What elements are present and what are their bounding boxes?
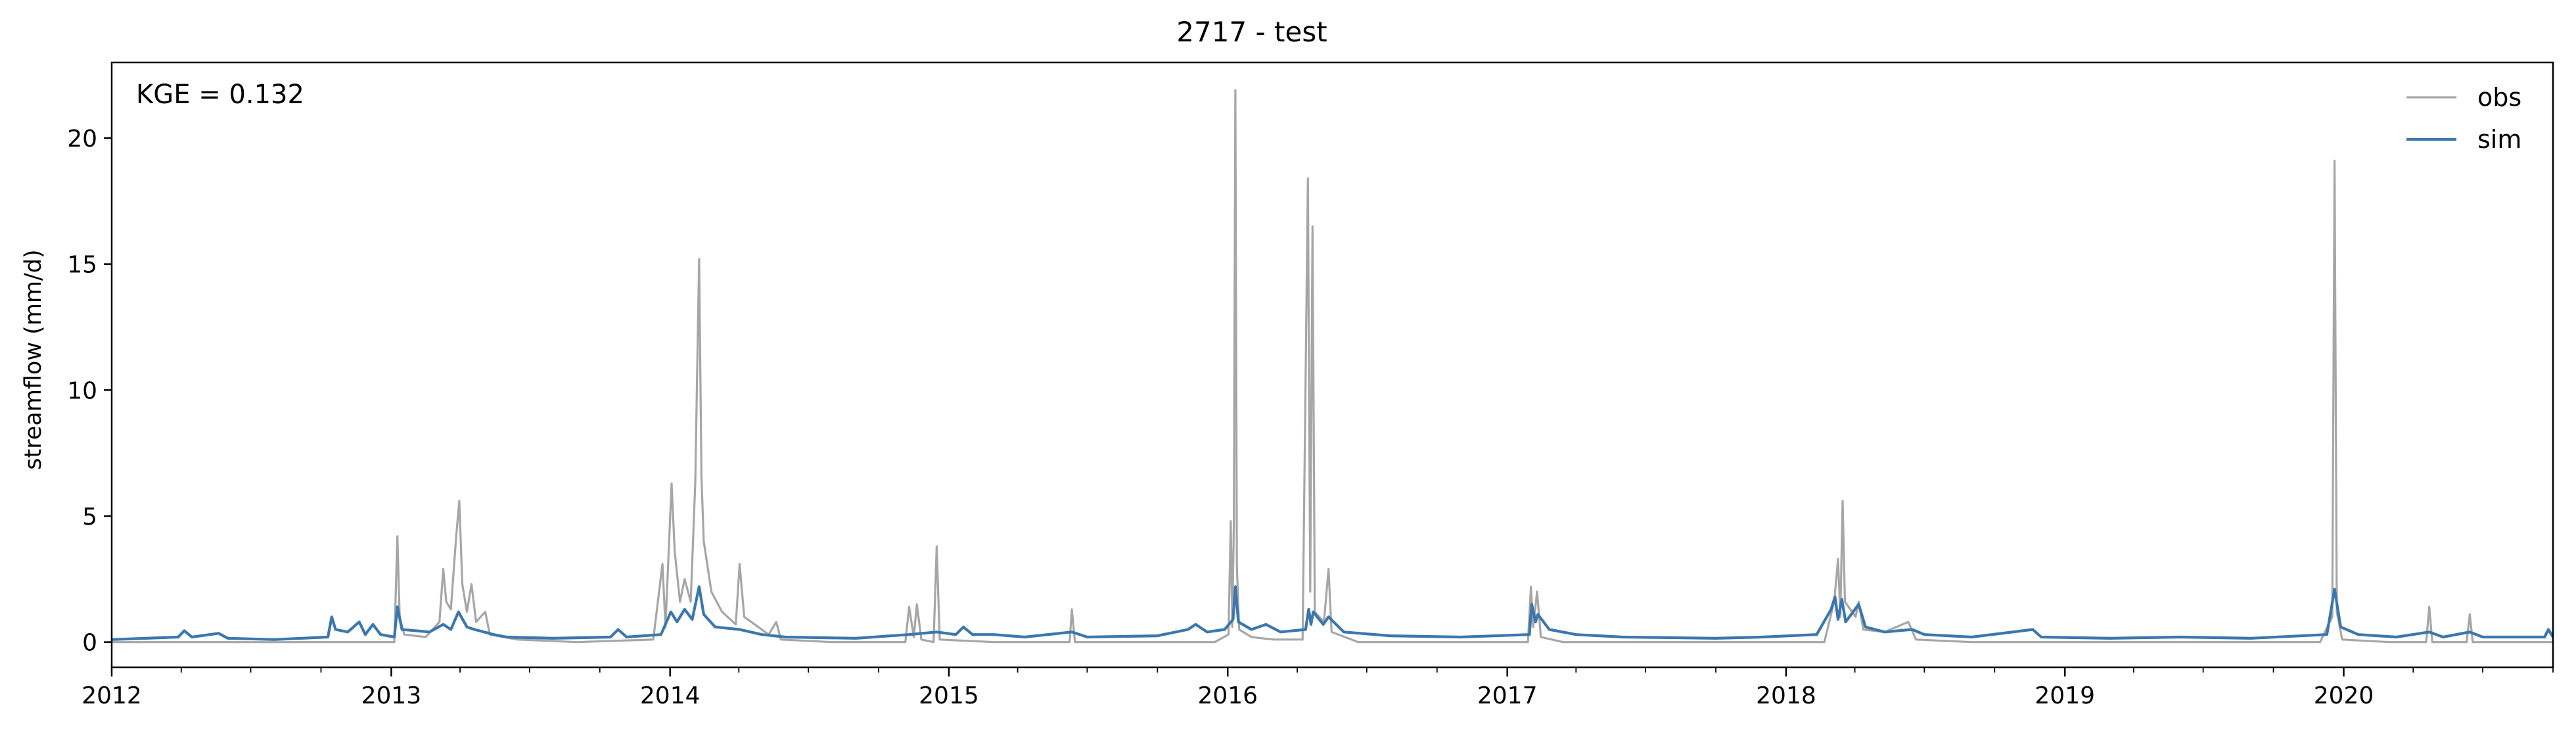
y-axis-label: streamflow (mm/d) (20, 249, 47, 469)
y-tick-label: 0 (82, 630, 97, 657)
x-tick-label: 2012 (81, 682, 142, 709)
kge-annotation: KGE = 0.132 (136, 80, 304, 110)
x-tick-label: 2016 (1197, 682, 1258, 709)
series-line-sim (112, 585, 2553, 641)
legend-label-sim: sim (2477, 125, 2521, 154)
x-tick-label: 2020 (2314, 682, 2374, 709)
chart-title: 2717 - test (1176, 16, 1327, 48)
plot-frame (110, 61, 2554, 669)
series-layer (112, 89, 2553, 644)
plot-area: 0 5 10 15 20 2012 2013 2014 2015 2016 2017 2018 2019… (67, 61, 2554, 709)
x-tick-label: 2014 (640, 682, 701, 709)
x-tick-label: 2013 (361, 682, 422, 709)
x-tick-label: 2019 (2035, 682, 2095, 709)
axes-layer: 0 5 10 15 20 2012 2013 2014 2015 2016 2017 2018 2019… (67, 61, 2554, 709)
y-tick-label: 20 (67, 126, 97, 153)
y-tick-label: 5 (82, 504, 97, 531)
x-tick-label: 2018 (1756, 682, 1816, 709)
legend-label-obs: obs (2477, 83, 2521, 112)
legend: obs sim (2406, 83, 2521, 154)
y-tick-label: 15 (67, 252, 97, 279)
y-tick-label: 10 (67, 377, 97, 404)
x-tick-label: 2017 (1477, 682, 1538, 709)
x-tick-label: 2015 (919, 682, 979, 709)
